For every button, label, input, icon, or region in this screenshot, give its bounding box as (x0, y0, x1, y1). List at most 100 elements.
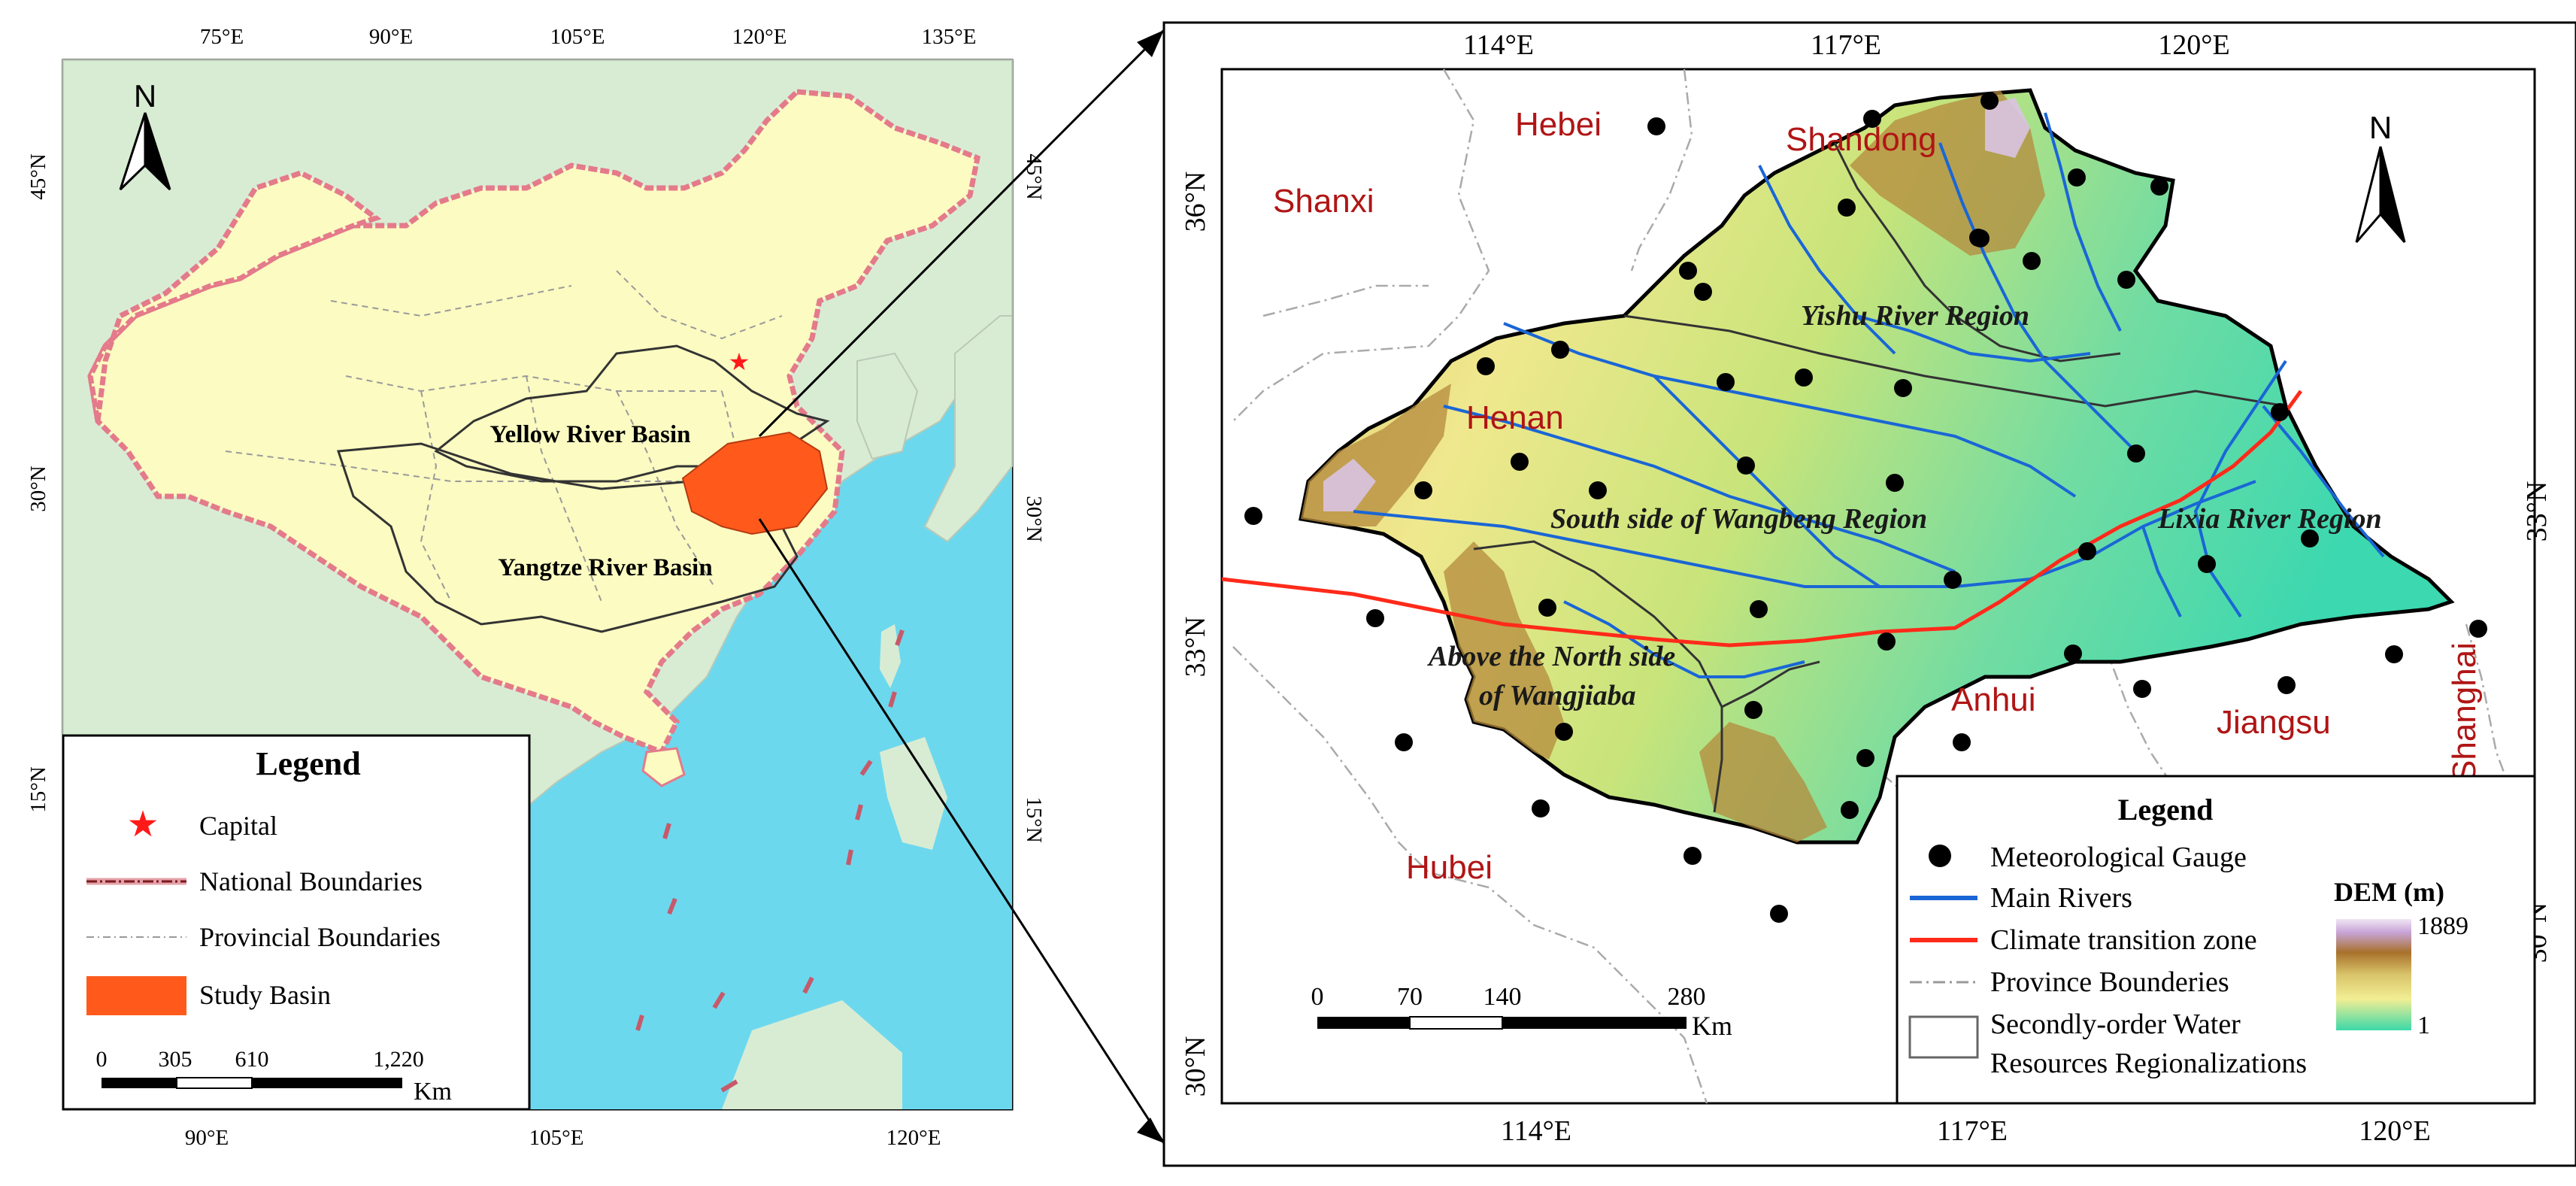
region-labels: Yishu River Region South side of Wangben… (1427, 300, 2382, 711)
right-left-lat-tick: 33°N (1180, 617, 1211, 678)
gauge-dot (2271, 403, 2289, 421)
left-left-lat-tick: 30°N (26, 466, 50, 512)
capital-star-icon: ★ (729, 348, 750, 375)
arrowhead-top-icon (1137, 30, 1164, 57)
province-label-anhui: Anhui (1951, 681, 2036, 718)
province-label-hebei: Hebei (1515, 106, 1602, 143)
right-legend-title: Legend (2118, 793, 2214, 827)
left-top-lon-tick: 105°E (550, 25, 605, 49)
gauge-dot (2023, 252, 2041, 270)
region-label-above-north-1: Above the North side (1427, 641, 1675, 672)
gauge-dot (1877, 632, 1896, 651)
right-top-lon-tick: 117°E (1811, 29, 1881, 61)
gauge-dot (1744, 701, 1762, 719)
philippines-land (880, 737, 947, 850)
dem-title: DEM (m) (2334, 877, 2444, 907)
right-top-lon-tick: 120°E (2158, 29, 2229, 61)
legend-climate-label: Climate transition zone (1990, 924, 2257, 956)
china-land (87, 89, 981, 756)
gauge-dot (1886, 474, 1904, 492)
left-top-lon-tick: 75°E (200, 25, 244, 49)
right-top-lon-tick: 114°E (1463, 29, 1534, 61)
right-scale-tick: 280 (1668, 983, 1706, 1011)
zoom-connector-top (758, 29, 1165, 438)
left-scale-bar (102, 1077, 402, 1089)
right-legend: Legend Meteorological Gauge Main Rivers … (1896, 775, 2536, 1105)
left-bottom-lon-tick: 105°E (529, 1126, 584, 1150)
gauge-dot (2064, 645, 2082, 663)
gauge-dot (2133, 680, 2151, 698)
legend-study-basin-label: Study Basin (199, 980, 331, 1010)
province-label-henan: Henan (1466, 399, 1564, 436)
region-box-icon (1908, 1015, 1979, 1059)
gauge-dot (2127, 444, 2145, 463)
right-legend-box (1896, 775, 2536, 1105)
gauge-dot (1538, 599, 1556, 617)
left-legend: Legend ★ Capital National Boundaries Pro… (62, 734, 531, 1111)
south-china-sea-marks (635, 629, 905, 1093)
legend-region-label-1: Secondly-order Water (1990, 1009, 2241, 1040)
right-scale-tick: 0 (1311, 983, 1324, 1011)
borneo-land (722, 1000, 902, 1109)
gauge-dot (1551, 341, 1569, 359)
yangtze-river-basin-label: Yangtze River Basin (498, 554, 712, 581)
legend-province-label: Province Bounderies (1990, 966, 2229, 998)
gauge-dot (2301, 529, 2319, 548)
province-label-jiangsu: Jiangsu (2217, 704, 2331, 741)
right-right-lat-tick: 33°N (2521, 481, 2553, 542)
left-legend-title: Legend (256, 745, 360, 782)
province-label-hubei: Hubei (1406, 849, 1493, 886)
meteorological-gauges (1244, 92, 2487, 923)
left-top-lon-tick: 135°E (922, 25, 977, 49)
gauge-dot (2469, 620, 2487, 638)
left-left-lat-tick: 15°N (26, 766, 50, 813)
zoom-connector-bottom (758, 518, 1165, 1144)
gauge-dot (2198, 555, 2216, 573)
gauge-dot (2277, 676, 2296, 694)
gauge-dot (1589, 481, 1607, 499)
gauge-dot (1980, 92, 1999, 110)
provincial-boundaries (225, 270, 798, 602)
gauge-dot (1647, 117, 1665, 135)
gauge-dot (2385, 645, 2403, 663)
legend-region-label-2: Resources Regionalizations (1990, 1048, 2307, 1079)
gauge-dot (1717, 373, 1735, 391)
left-bottom-lon-tick: 90°E (185, 1126, 229, 1150)
gauge-dot-icon (1929, 845, 1951, 867)
gauge-dot (1750, 600, 1768, 618)
left-legend-box (62, 734, 531, 1111)
gauge-dot (1366, 609, 1384, 627)
gauge-dot (1683, 847, 1702, 865)
gauge-dot (1477, 357, 1495, 375)
right-left-lat-tick: 36°N (1180, 171, 1211, 232)
left-scale-unit: Km (414, 1078, 452, 1106)
legend-river-label: Main Rivers (1990, 882, 2132, 914)
capital-legend-star-icon: ★ (126, 805, 159, 845)
province-label-shanxi: Shanxi (1273, 183, 1374, 220)
legend-provincial-boundaries-label: Provincial Boundaries (199, 922, 441, 952)
study-basin-area (681, 431, 829, 535)
left-top-lon-tick: 120°E (732, 25, 787, 49)
gauge-dot (1856, 749, 1874, 767)
yangtze-river-basin (336, 442, 799, 633)
gauge-dot (1863, 110, 1881, 128)
left-bottom-lon-tick: 120°E (886, 1126, 941, 1150)
hainan-island (641, 747, 686, 787)
region-label-lixia: Lixia River Region (2157, 503, 2382, 535)
gauge-dot (1532, 799, 1550, 817)
province-label-shandong: Shandong (1786, 121, 1937, 158)
gauge-dot (1414, 481, 1432, 499)
gauge-dot (1694, 283, 1712, 301)
gauge-dot (1737, 457, 1755, 475)
right-north-arrow: N (2355, 110, 2406, 243)
gauge-dot (1971, 229, 1990, 247)
right-map-panel: N Hebei Shandong Shanxi Henan Anhui Jian… (1162, 21, 2576, 1167)
gauge-dot (1953, 733, 1971, 751)
dem-max-label: 1889 (2417, 912, 2468, 940)
main-rivers (1353, 112, 2385, 678)
japan-land (923, 315, 1013, 543)
left-right-lat-tick: 30°N (1022, 496, 1046, 542)
right-bottom-lon-tick: 114°E (1501, 1115, 1571, 1147)
province-label-shanghai: Shanghai (2446, 642, 2483, 782)
left-scale-tick: 1,220 (373, 1047, 424, 1072)
